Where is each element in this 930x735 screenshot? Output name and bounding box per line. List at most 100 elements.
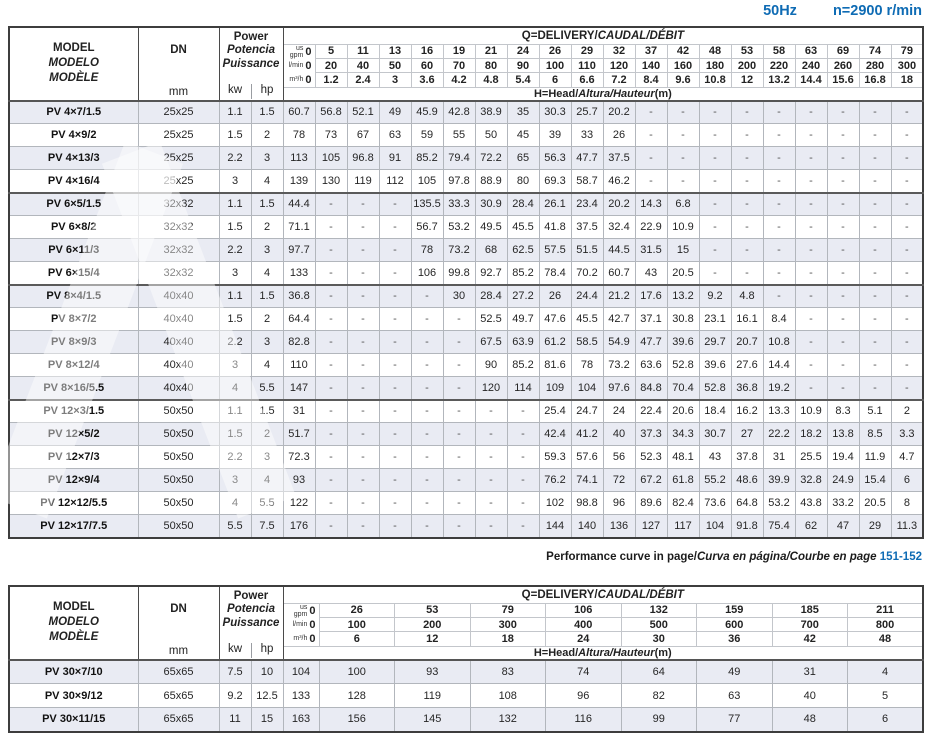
head-value-cell: 100 <box>318 659 395 684</box>
head-value-cell: 83 <box>469 659 546 684</box>
head-value-cell: - <box>858 330 892 354</box>
note-page-numbers: 151-152 <box>879 551 922 563</box>
head-value-cell: - <box>858 146 892 170</box>
head-value-cell: - <box>410 445 444 469</box>
flow-value-header: 13.2 <box>762 72 796 88</box>
dn-cell: 40x40 <box>137 284 220 308</box>
hp-cell: 15 <box>250 707 284 732</box>
head-value-cell: 25.5 <box>794 445 828 469</box>
hp-unit-label: hp <box>250 84 283 99</box>
model-cell: PV 4×13/3 <box>8 146 139 170</box>
head-value-cell: - <box>890 330 924 354</box>
pump-performance-table-pv30: MODEL MODELO MODÈLE DN mm Power Potencia <box>8 585 925 733</box>
head-value-cell: - <box>794 146 828 170</box>
head-value-cell: 32.4 <box>602 215 636 239</box>
head-value-cell: - <box>314 307 348 331</box>
head-value-cell: 21.2 <box>602 284 636 308</box>
head-value-cell: - <box>346 261 380 285</box>
head-value-cell: - <box>890 169 924 193</box>
head-value-cell: 19.4 <box>826 445 860 469</box>
head-value-cell: 10.9 <box>794 399 828 423</box>
dn-cell: 32x32 <box>137 215 220 239</box>
head-value-cell: 55.2 <box>698 468 732 492</box>
head-value-cell: 85.2 <box>506 261 540 285</box>
head-value-cell: - <box>826 284 860 308</box>
model-cell: PV 12×5/2 <box>8 422 139 446</box>
flow-value-header: 6.6 <box>570 72 604 88</box>
flow-value-header: 6 <box>318 631 395 647</box>
delivery-title-es-fr: CAUDAL/DÉBIT <box>597 29 684 42</box>
head-value-cell: - <box>826 307 860 331</box>
head-value-cell: 53.2 <box>442 215 476 239</box>
head-value-cell: 20.7 <box>730 330 764 354</box>
head-value-cell: - <box>730 169 764 193</box>
head-value-cell: - <box>410 422 444 446</box>
head-value-cell: 17.6 <box>634 284 668 308</box>
usgpm-header-row: us gpm 0 26 53 79 106 132 159 185 211 <box>9 602 924 618</box>
head-value-cell: 136 <box>602 514 636 538</box>
head-value-cell: 64.8 <box>730 491 764 515</box>
power-column-header: Power Potencia Puissance kw hp <box>218 26 284 101</box>
head-value-cell: - <box>698 100 732 124</box>
head-value-cell: 69.3 <box>538 169 572 193</box>
table-row: PV 12×7/3 50x50 2.2 3 72.3- - - - - - -59.3 57.6 56 5… <box>8 445 924 469</box>
flow-value-header: 3.6 <box>410 72 444 88</box>
flow-value-header: 200 <box>730 58 764 73</box>
head-value-cell: - <box>858 238 892 262</box>
delivery-title-en: Q=DELIVERY/ <box>521 29 598 42</box>
head-value-cell: - <box>698 169 732 193</box>
head-value-cell: 58.5 <box>570 330 604 354</box>
dn-cell: 50x50 <box>137 422 220 446</box>
kw-cell: 3 <box>218 261 252 285</box>
table-row: PV 8×4/1.5 40x40 1.1 1.5 36.8- - - -30 28.4 27.2 2… <box>8 284 924 308</box>
kw-cell: 2.2 <box>218 146 252 170</box>
table-row: PV 30×11/15 65x65 11 15 163 156 145 132 116 99 77 4… <box>8 707 924 732</box>
flow-value-header: 74 <box>858 43 892 59</box>
head-value-cell: - <box>442 376 476 400</box>
head-value-cell: 4.8 <box>730 284 764 308</box>
dn-cell: 25x25 <box>137 100 220 124</box>
head-value-cell: 30.3 <box>538 100 572 124</box>
flow-value-header: 700 <box>771 617 848 632</box>
dn-cell: 25x25 <box>137 146 220 170</box>
dn-column-header: DN mm <box>137 585 220 660</box>
head-value-cell: - <box>634 100 668 124</box>
head-value-cell: 72 <box>602 468 636 492</box>
flow-value-header: 7.2 <box>602 72 636 88</box>
head-value-cell: 116 <box>545 707 622 732</box>
hp-cell: 4 <box>250 261 284 285</box>
head-value-cell: 109 <box>538 376 572 400</box>
head-title-unit: (m) <box>654 646 672 659</box>
page-header-line: 50Hz n=2900 r/min <box>763 3 922 19</box>
head-value-cell: 104 <box>698 514 732 538</box>
head-value-cell: 62.5 <box>506 238 540 262</box>
head-value-cell: - <box>762 123 796 147</box>
m3h-header-row: m³/h 0 1.2 2.4 3 3.6 4.2 4.8 5.4 6 6.6 7.2 8.4 9.6 10.… <box>9 72 924 88</box>
head-value-cell: 15 <box>666 238 700 262</box>
head-value-cell: 39 <box>538 123 572 147</box>
head-value-cell: 37.8 <box>730 445 764 469</box>
head-value-cell: - <box>826 169 860 193</box>
head-value-cell: - <box>314 422 348 446</box>
head-value-cell: - <box>378 445 412 469</box>
head-value-cell: 34.3 <box>666 422 700 446</box>
head-value-cell: - <box>890 123 924 147</box>
model-label-fr: MODÈLE <box>49 72 99 85</box>
flow-value-header: 30 <box>620 631 697 647</box>
head-value-cell: 63.9 <box>506 330 540 354</box>
flow-value-header: 48 <box>847 631 924 647</box>
table-row: PV 6×5/1.5 32x32 1.1 1.5 44.4- - -135.5 33.3 30.… <box>8 192 924 216</box>
head-value-cell: 31.5 <box>634 238 668 262</box>
head-value-cell: 67.5 <box>474 330 508 354</box>
power-label-fr: Puissance <box>222 616 280 629</box>
head-value-cell: - <box>346 468 380 492</box>
head-value-cell: 6 <box>890 468 924 492</box>
head-value-cell: - <box>826 215 860 239</box>
head-value-cell: 37.5 <box>602 146 636 170</box>
head-title: H=Head/Altura/Hauteur(m) <box>282 645 924 660</box>
table-row: PV 4×13/3 25x25 2.2 3 113 105 96.8 91 85.2 79.4 72… <box>8 146 924 170</box>
head-value-cell: - <box>826 376 860 400</box>
head-value-cell: - <box>346 330 380 354</box>
model-cell: PV 6×8/2 <box>8 215 139 239</box>
head-value-cell: - <box>762 192 796 216</box>
